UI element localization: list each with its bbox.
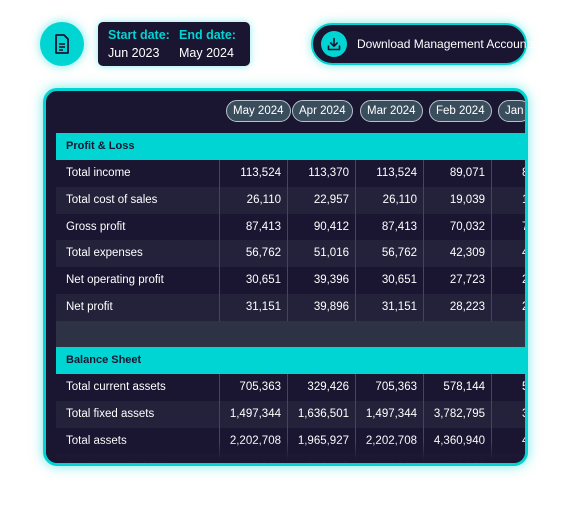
table-cell: 42,309 [423, 240, 491, 268]
row-label: Total expenses [66, 247, 143, 260]
table-cell: 4 [491, 240, 525, 268]
table-row: Total current assets 705,363 329,426 705… [56, 374, 525, 401]
table-cell: 3,78 [491, 400, 525, 428]
table-row: Total fixed assets 1,497,344 1,636,501 1… [56, 400, 525, 428]
table-cell: 705,363 [219, 374, 287, 401]
month-pill[interactable]: Apr 2024 [292, 100, 353, 122]
table-cell: 2 [491, 267, 525, 294]
table-cell: 31,151 [219, 293, 287, 321]
table-cell: 30,651 [219, 267, 287, 294]
table-cell: 705,363 [355, 374, 423, 401]
section-spacer [56, 321, 525, 349]
document-button[interactable] [40, 22, 84, 66]
scroll-fade [46, 441, 525, 463]
table-row: Total expenses 56,762 51,016 56,762 42,3… [56, 240, 525, 268]
table-cell: 1,636,501 [287, 400, 355, 428]
row-label: Total cost of sales [66, 193, 158, 206]
table-row: Total income 113,524 113,370 113,524 89,… [56, 160, 525, 187]
table-cell: 4,36 [491, 427, 525, 455]
row-label: Gross profit [66, 220, 126, 233]
row-label: Total income [66, 167, 131, 179]
month-selector: May 2024 Apr 2024 Mar 2024 Feb 2024 Jan [46, 100, 525, 122]
table-cell: 1,497,344 [219, 400, 287, 428]
table-cell: 19,039 [423, 186, 491, 214]
table-cell: 87,413 [219, 213, 287, 241]
table-cell: 26,110 [219, 186, 287, 214]
table-cell: 26,110 [355, 186, 423, 214]
table-cell: 7 [491, 213, 525, 241]
start-date-label: Start date: [108, 28, 170, 42]
section-header: Balance Sheet [56, 347, 525, 374]
document-icon [55, 34, 69, 54]
table-cell: 578,144 [423, 374, 491, 401]
download-management-accounts-button[interactable]: Download Management Accounts [311, 23, 536, 65]
management-accounts-panel[interactable]: May 2024 Apr 2024 Mar 2024 Feb 2024 Jan … [43, 88, 528, 466]
table-cell: 113,524 [219, 160, 287, 187]
table-cell: 90,412 [287, 213, 355, 241]
start-date[interactable]: Start date: Jun 2023 [108, 28, 179, 66]
table-cell: 30,651 [355, 267, 423, 294]
table-cell: 22,957 [287, 186, 355, 214]
table-cell: 31,151 [355, 293, 423, 321]
table-cell: 1 [491, 186, 525, 214]
table-cell: 56,762 [219, 240, 287, 268]
date-range[interactable]: Start date: Jun 2023 End date: May 2024 [98, 22, 250, 66]
row-label: Net operating profit [66, 274, 164, 287]
table-cell: 57 [491, 374, 525, 401]
table-cell: 89,071 [423, 160, 491, 187]
table-cell: 27,723 [423, 267, 491, 294]
table-cell: 39,896 [287, 293, 355, 321]
end-date[interactable]: End date: May 2024 [179, 28, 250, 66]
row-label: Net profit [66, 300, 113, 313]
table-cell: 28,223 [423, 293, 491, 321]
start-date-value: Jun 2023 [108, 46, 160, 60]
table-cell: 87,413 [355, 213, 423, 241]
table-cell: 56,762 [355, 240, 423, 268]
month-pill[interactable]: May 2024 [226, 100, 291, 122]
end-date-label: End date: [179, 28, 236, 42]
table-cell: 51,016 [287, 240, 355, 268]
month-pill[interactable]: Jan [498, 100, 525, 122]
month-pill[interactable]: Mar 2024 [360, 100, 423, 122]
row-label: Total current assets [66, 381, 166, 393]
table-cell: 3,782,795 [423, 400, 491, 428]
download-icon [327, 37, 341, 51]
table-row: Total cost of sales 26,110 22,957 26,110… [56, 186, 525, 214]
row-label: Total fixed assets [66, 407, 155, 420]
section-header: Profit & Loss [56, 133, 525, 160]
profit-loss-section: Profit & Loss Total income 113,524 113,3… [56, 133, 525, 321]
download-icon-circle [321, 31, 347, 57]
table-cell: 113,370 [287, 160, 355, 187]
table-cell: 2 [491, 293, 525, 321]
month-pill[interactable]: Feb 2024 [429, 100, 492, 122]
table-row: Gross profit 87,413 90,412 87,413 70,032… [56, 213, 525, 241]
table-row: Net operating profit 30,651 39,396 30,65… [56, 267, 525, 294]
table-cell: 70,032 [423, 213, 491, 241]
table-cell: 329,426 [287, 374, 355, 401]
download-label: Download Management Accounts [357, 37, 536, 51]
table-cell: 1,497,344 [355, 400, 423, 428]
table-row: Net profit 31,151 39,896 31,151 28,223 2 [56, 293, 525, 321]
table-cell: 113,524 [355, 160, 423, 187]
end-date-value: May 2024 [179, 46, 234, 60]
table-cell: 8 [491, 160, 525, 187]
table-cell: 39,396 [287, 267, 355, 294]
balance-sheet-section: Balance Sheet Total current assets 705,3… [56, 347, 525, 463]
